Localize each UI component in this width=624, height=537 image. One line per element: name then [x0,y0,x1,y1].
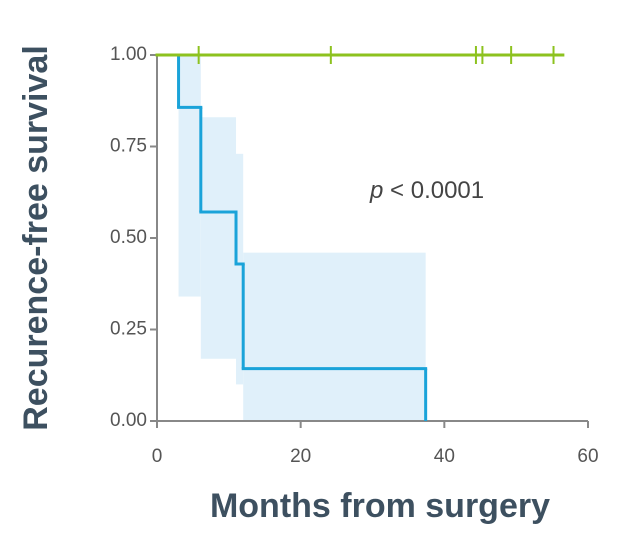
x-tick-label: 0 [152,446,163,467]
confidence-band [200,117,237,359]
y-tick-label: 0.00 [110,410,147,431]
y-tick-label: 0.25 [110,319,147,340]
confidence-band [178,55,201,297]
x-tick-label: 40 [434,446,455,467]
x-axis-title: Months from surgery [210,487,550,525]
x-tick-label: 20 [290,446,311,467]
y-axis-title: Recurence-free survival [17,45,55,431]
x-tick-label: 60 [577,446,598,467]
confidence-band [236,153,244,385]
y-tick-label: 0.50 [110,227,147,248]
confidence-band [243,252,426,421]
y-tick-label: 0.75 [110,136,147,157]
annotation: p < 0.0001 [369,177,484,204]
y-tick-label: 1.00 [110,44,147,65]
annotation-text: < 0.0001 [390,177,484,204]
annotation-italic: p [369,177,383,204]
